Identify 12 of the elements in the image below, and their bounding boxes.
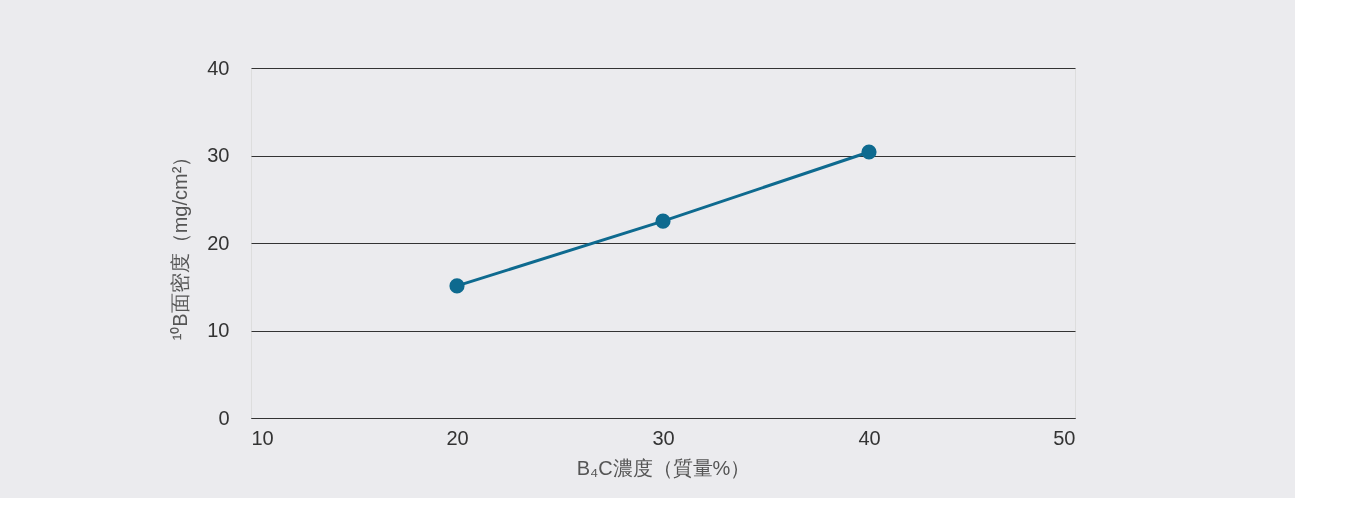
x-tick-label: 10 <box>251 426 274 449</box>
y-tick-label: 40 <box>207 56 230 79</box>
x-axis-title: B₄C濃度（質量%） <box>576 456 751 479</box>
x-tick-label: 50 <box>1053 426 1076 449</box>
y-tick-label: 0 <box>218 406 230 429</box>
y-axis-title: ¹⁰B面密度（mg/cm²） <box>169 146 192 341</box>
y-tick-label: 30 <box>207 144 230 166</box>
y-tick-label: 20 <box>207 231 230 254</box>
x-tick-label: 30 <box>652 426 675 449</box>
x-tick-label: 20 <box>446 426 469 449</box>
y-tick-label: 10 <box>207 319 230 341</box>
x-tick-label: 40 <box>858 426 881 449</box>
